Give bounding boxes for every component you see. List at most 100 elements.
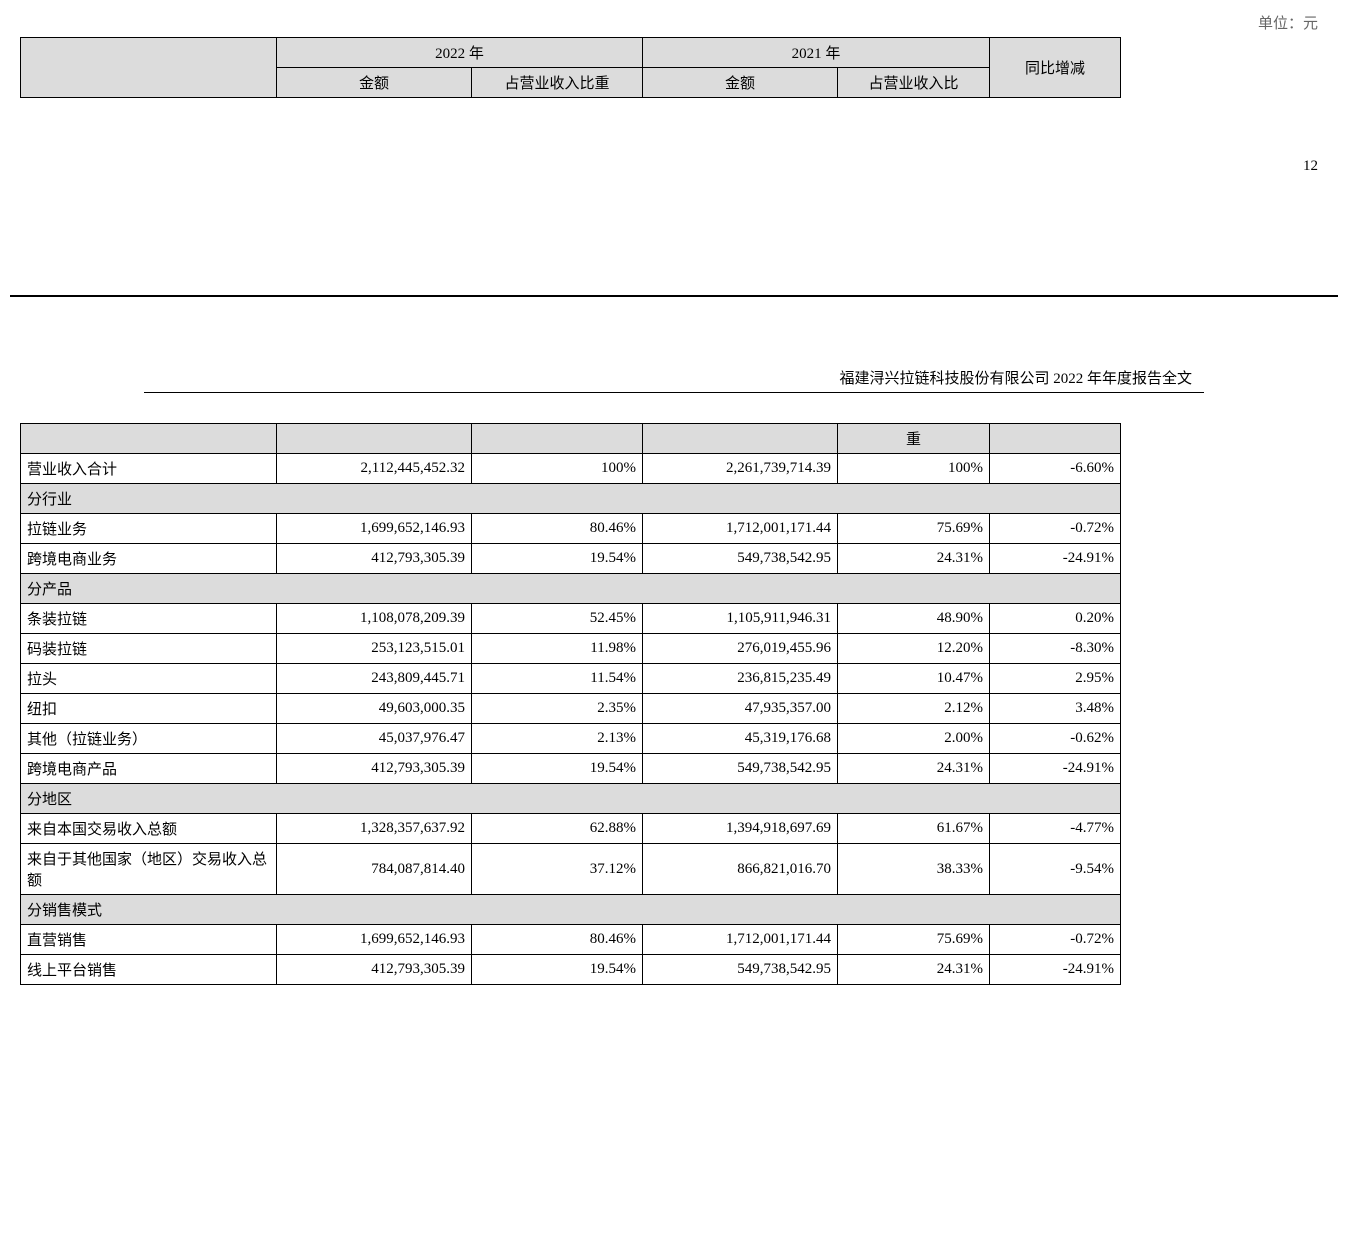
section-region: 分地区	[21, 784, 1121, 814]
row-amt2021: 866,821,016.70	[643, 844, 838, 895]
industry-row: 跨境电商业务412,793,305.3919.54%549,738,542.95…	[21, 544, 1121, 574]
row-change: -0.72%	[990, 514, 1121, 544]
row-label: 跨境电商产品	[21, 754, 277, 784]
row-change: -0.62%	[990, 724, 1121, 754]
row-amt2021: 1,105,911,946.31	[643, 604, 838, 634]
row-pct2021: 10.47%	[838, 664, 990, 694]
document-header: 福建浔兴拉链科技股份有限公司 2022 年年度报告全文	[144, 367, 1204, 393]
row-label: 条装拉链	[21, 604, 277, 634]
row-pct2022: 11.98%	[472, 634, 643, 664]
row-pct2022: 80.46%	[472, 925, 643, 955]
row-change: -0.72%	[990, 925, 1121, 955]
sales-row: 直营销售1,699,652,146.9380.46%1,712,001,171.…	[21, 925, 1121, 955]
page-divider	[10, 295, 1338, 297]
row-pct2021: 2.12%	[838, 694, 990, 724]
row-pct2022: 62.88%	[472, 814, 643, 844]
row-pct2021: 24.31%	[838, 955, 990, 985]
row-label: 来自本国交易收入总额	[21, 814, 277, 844]
row-pct2022: 2.13%	[472, 724, 643, 754]
row-pct2022: 19.54%	[472, 754, 643, 784]
row-amt2021: 45,319,176.68	[643, 724, 838, 754]
cont-header-weight: 重	[838, 424, 990, 454]
row-change: -24.91%	[990, 955, 1121, 985]
cont-blank-4	[643, 424, 838, 454]
row-change: 2.95%	[990, 664, 1121, 694]
row-change: -4.77%	[990, 814, 1121, 844]
row-pct2021: 24.31%	[838, 754, 990, 784]
row-label: 跨境电商业务	[21, 544, 277, 574]
row-pct2022: 52.45%	[472, 604, 643, 634]
header-amount-2022: 金额	[277, 68, 472, 98]
row-pct2022: 2.35%	[472, 694, 643, 724]
row-change: -8.30%	[990, 634, 1121, 664]
revenue-breakdown-table: 重 营业收入合计 2,112,445,452.32 100% 2,261,739…	[20, 423, 1121, 985]
continuation-header-row: 重	[21, 424, 1121, 454]
row-amt2021: 47,935,357.00	[643, 694, 838, 724]
row-pct2021: 75.69%	[838, 925, 990, 955]
section-industry: 分行业	[21, 484, 1121, 514]
header-blank	[21, 38, 277, 98]
row-change: 3.48%	[990, 694, 1121, 724]
section-product: 分产品	[21, 574, 1121, 604]
row-amt2021: 1,394,918,697.69	[643, 814, 838, 844]
section-sales-label: 分销售模式	[21, 895, 1121, 925]
row-label: 拉头	[21, 664, 277, 694]
row-amt2021: 1,712,001,171.44	[643, 514, 838, 544]
region-row: 来自于其他国家（地区）交易收入总额784,087,814.4037.12%866…	[21, 844, 1121, 895]
section-region-label: 分地区	[21, 784, 1121, 814]
total-amt2021: 2,261,739,714.39	[643, 454, 838, 484]
revenue-header-table: 2022 年 2021 年 同比增减 金额 占营业收入比重 金额 占营业收入比	[20, 37, 1121, 98]
row-amt2021: 276,019,455.96	[643, 634, 838, 664]
row-amt2022: 1,108,078,209.39	[277, 604, 472, 634]
row-amt2022: 784,087,814.40	[277, 844, 472, 895]
row-amt2022: 243,809,445.71	[277, 664, 472, 694]
row-change: -24.91%	[990, 544, 1121, 574]
row-amt2021: 1,712,001,171.44	[643, 925, 838, 955]
row-amt2022: 412,793,305.39	[277, 955, 472, 985]
product-row: 其他（拉链业务）45,037,976.472.13%45,319,176.682…	[21, 724, 1121, 754]
row-pct2022: 80.46%	[472, 514, 643, 544]
row-pct2021: 24.31%	[838, 544, 990, 574]
cont-blank-3	[472, 424, 643, 454]
header-pct-2022: 占营业收入比重	[472, 68, 643, 98]
total-label: 营业收入合计	[21, 454, 277, 484]
total-pct2022: 100%	[472, 454, 643, 484]
row-amt2022: 412,793,305.39	[277, 754, 472, 784]
row-label: 线上平台销售	[21, 955, 277, 985]
row-label: 纽扣	[21, 694, 277, 724]
section-sales: 分销售模式	[21, 895, 1121, 925]
row-amt2022: 1,699,652,146.93	[277, 925, 472, 955]
row-amt2022: 253,123,515.01	[277, 634, 472, 664]
row-label: 来自于其他国家（地区）交易收入总额	[21, 844, 277, 895]
page-break-gap	[10, 175, 1338, 295]
region-row: 来自本国交易收入总额1,328,357,637.9262.88%1,394,91…	[21, 814, 1121, 844]
row-pct2021: 48.90%	[838, 604, 990, 634]
row-amt2022: 49,603,000.35	[277, 694, 472, 724]
row-label: 拉链业务	[21, 514, 277, 544]
row-label: 直营销售	[21, 925, 277, 955]
row-change: -24.91%	[990, 754, 1121, 784]
product-row: 条装拉链1,108,078,209.3952.45%1,105,911,946.…	[21, 604, 1121, 634]
header-pct-2021: 占营业收入比	[838, 68, 990, 98]
row-pct2021: 2.00%	[838, 724, 990, 754]
header-year-2021: 2021 年	[643, 38, 990, 68]
row-amt2022: 45,037,976.47	[277, 724, 472, 754]
row-amt2021: 549,738,542.95	[643, 955, 838, 985]
total-revenue-row: 营业收入合计 2,112,445,452.32 100% 2,261,739,7…	[21, 454, 1121, 484]
total-pct2021: 100%	[838, 454, 990, 484]
row-pct2021: 12.20%	[838, 634, 990, 664]
product-row: 码装拉链253,123,515.0111.98%276,019,455.9612…	[21, 634, 1121, 664]
row-pct2021: 75.69%	[838, 514, 990, 544]
row-amt2021: 549,738,542.95	[643, 754, 838, 784]
row-amt2022: 1,699,652,146.93	[277, 514, 472, 544]
total-amt2022: 2,112,445,452.32	[277, 454, 472, 484]
header-yoy: 同比增减	[990, 38, 1121, 98]
row-label: 码装拉链	[21, 634, 277, 664]
section-industry-label: 分行业	[21, 484, 1121, 514]
row-label: 其他（拉链业务）	[21, 724, 277, 754]
header-row-1: 2022 年 2021 年 同比增减	[21, 38, 1121, 68]
row-pct2022: 11.54%	[472, 664, 643, 694]
product-row: 纽扣49,603,000.352.35%47,935,357.002.12%3.…	[21, 694, 1121, 724]
header-amount-2021: 金额	[643, 68, 838, 98]
row-pct2021: 61.67%	[838, 814, 990, 844]
